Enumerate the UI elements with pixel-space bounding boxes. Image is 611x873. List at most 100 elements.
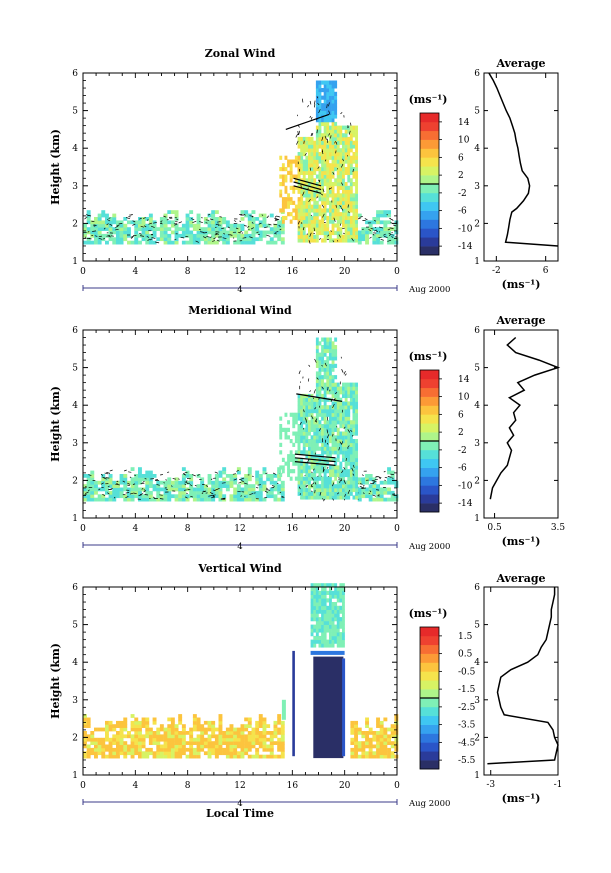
x-tick-label: 0 [80,781,86,791]
average-y-tick-label: 1 [474,771,480,781]
colorbar-swatch [420,246,439,256]
average-y-tick-label: 6 [474,326,480,336]
colorbar-swatch [420,653,439,663]
colorbar-swatch [420,635,439,646]
y-tick-label: 3 [72,439,78,449]
y-tick-label: 2 [72,733,78,743]
colorbar-tick-label: -4.5 [458,738,476,748]
colorbar-tick-label: -2 [458,446,467,456]
colorbar-tick-label: 14 [458,118,470,128]
colorbar-swatch [420,715,439,725]
colorbar-swatch [420,370,439,380]
x-tick-label: 4 [132,267,138,277]
x-tick-label: 16 [287,524,299,534]
x-tick-label: 20 [339,267,351,277]
average-y-tick-label: 3 [474,182,480,192]
colorbar-swatch [420,432,439,442]
y-tick-label: 5 [72,107,78,117]
colorbar-swatch [420,503,439,513]
colorbar-swatch [420,689,439,699]
y-tick-label: 4 [72,401,78,411]
colorbar-swatch [420,733,439,743]
average-profile-line [488,72,559,247]
colorbar-swatch [420,210,439,220]
average-x-label: (ms⁻¹) [502,278,541,291]
x-tick-label: 0 [394,267,400,277]
x-tick-label: 12 [234,781,245,791]
colorbar-swatch [420,184,439,194]
colorbar-swatch [420,175,439,185]
average-y-tick-label: 1 [474,257,480,267]
colorbar-swatch [420,166,439,176]
colorbar-swatch [420,423,439,433]
average-y-tick-label: 2 [474,219,480,229]
y-tick-label: 1 [72,257,78,267]
colorbar-swatch [420,467,439,477]
average-title: Average [495,314,545,327]
y-tick-label: 3 [72,696,78,706]
colorbar-tick-label: -10 [458,481,473,491]
x-tick-label: 4 [132,781,138,791]
colorbar-tick-label: 1.5 [458,632,473,642]
colorbar-tick-label: -6 [458,464,467,474]
colorbar-swatch [420,387,439,397]
y-tick-label: 2 [72,219,78,229]
colorbar-swatch [420,449,439,460]
x-tick-label: 0 [80,524,86,534]
colorbar-swatch [420,760,439,770]
average-y-tick-label: 5 [474,107,480,117]
colorbar-swatch [420,644,439,654]
colorbar-swatch [420,706,439,717]
average-y-tick-label: 4 [474,401,480,411]
panel-title: Meridional Wind [188,304,292,317]
colorbar-swatch [420,192,439,203]
colorbar-swatch [420,680,439,690]
average-x-tick-label: 6 [543,266,549,276]
x-tick-label: 8 [185,781,191,791]
colorbar-tick-label: 6 [458,153,464,163]
colorbar-swatch [420,219,439,229]
average-y-tick-label: 6 [474,583,480,593]
colorbar-unit: (ms⁻¹) [409,93,448,106]
y-axis-label: Height (km) [49,129,62,205]
colorbar-swatch [420,441,439,451]
colorbar-swatch [420,494,439,504]
colorbar-swatch [420,414,439,424]
heatmap [83,80,399,245]
x-tick-label: 16 [287,267,299,277]
average-y-tick-label: 4 [474,658,480,668]
colorbar-swatch [420,751,439,761]
colorbar-tick-label: -14 [458,499,473,509]
month-label: Aug 2000 [408,285,450,295]
colorbar-swatch [420,378,439,389]
y-tick-label: 3 [72,182,78,192]
average-x-tick-label: -1 [554,780,563,790]
x-tick-label: 8 [185,267,191,277]
average-title: Average [495,572,545,585]
colorbar-tick-label: 0.5 [458,650,473,660]
colorbar-swatch [420,458,439,468]
x-tick-label: 0 [80,267,86,277]
colorbar-swatch [420,157,439,167]
average-x-tick-label: -3 [486,780,495,790]
colorbar-swatch [420,139,439,149]
colorbar-tick-label: -1.5 [458,685,476,695]
x-tick-label: 12 [234,524,245,534]
date-label: 4 [237,285,242,295]
average-x-label: (ms⁻¹) [502,792,541,805]
heatmap [83,583,399,759]
average-y-tick-label: 5 [474,364,480,374]
average-x-tick-label: 0.5 [487,523,502,533]
x-tick-label: 0 [394,781,400,791]
colorbar-tick-label: -10 [458,224,473,234]
average-frame [483,586,559,776]
colorbar-swatch [420,671,439,681]
panel-title: Zonal Wind [205,47,276,60]
x-tick-label: 4 [132,524,138,534]
colorbar-swatch [420,724,439,734]
x-tick-label: 8 [185,524,191,534]
y-tick-label: 5 [72,364,78,374]
